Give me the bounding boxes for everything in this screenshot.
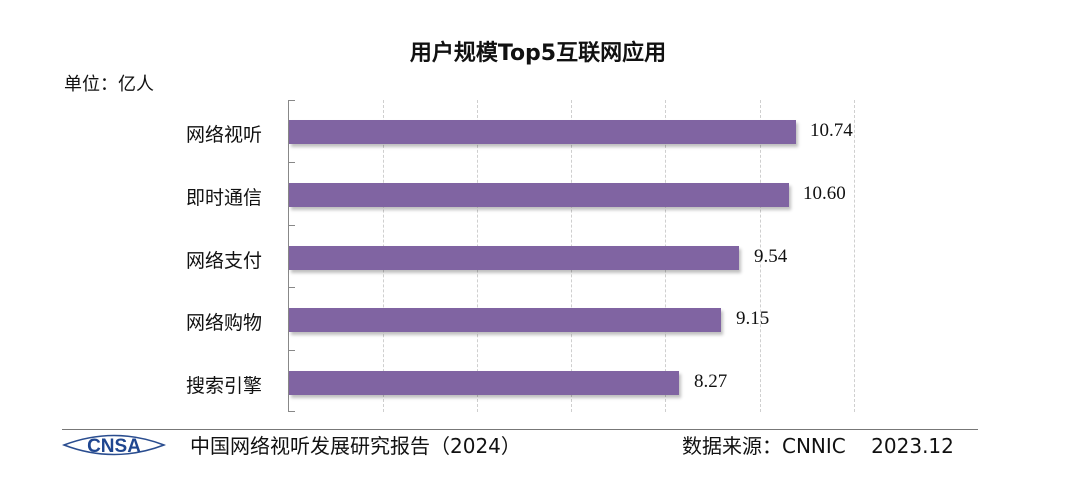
report-title: 中国网络视听发展研究报告（2024）: [190, 434, 521, 458]
category-label: 网络购物: [185, 312, 262, 334]
category-label: 网络支付: [185, 250, 262, 272]
axis-tick: [288, 162, 295, 163]
bar-value: 8.27: [694, 371, 728, 392]
y-axis: [288, 100, 289, 412]
bar: [289, 183, 789, 207]
unit-label: 单位：亿人: [64, 74, 154, 95]
cnsa-logo-icon: CNSA: [62, 434, 166, 457]
bar: [289, 371, 679, 395]
bar: [289, 308, 721, 332]
gridline: [854, 100, 855, 412]
svg-text:CNSA: CNSA: [87, 436, 141, 457]
category-label: 搜索引擎: [185, 375, 262, 397]
plot-area: 10.74 10.60 9.54 9.15 8.27: [288, 100, 888, 412]
axis-tick: [288, 225, 295, 226]
bar-value: 10.60: [803, 183, 846, 204]
data-source: 数据来源：CNNIC 2023.12: [682, 434, 954, 458]
axis-tick: [288, 287, 295, 288]
chart-title: 用户规模Top5互联网应用: [409, 41, 667, 66]
axis-tick: [288, 411, 295, 412]
axis-tick: [288, 100, 295, 101]
footer-divider: [62, 429, 978, 430]
bar-value: 9.15: [736, 308, 770, 329]
bar: [289, 246, 739, 270]
gridline: [760, 100, 761, 412]
bar-value: 9.54: [754, 246, 788, 267]
bar: [289, 120, 796, 144]
axis-tick: [288, 350, 295, 351]
category-label: 网络视听: [185, 124, 262, 146]
bar-value: 10.74: [810, 120, 853, 141]
category-label: 即时通信: [185, 187, 262, 209]
